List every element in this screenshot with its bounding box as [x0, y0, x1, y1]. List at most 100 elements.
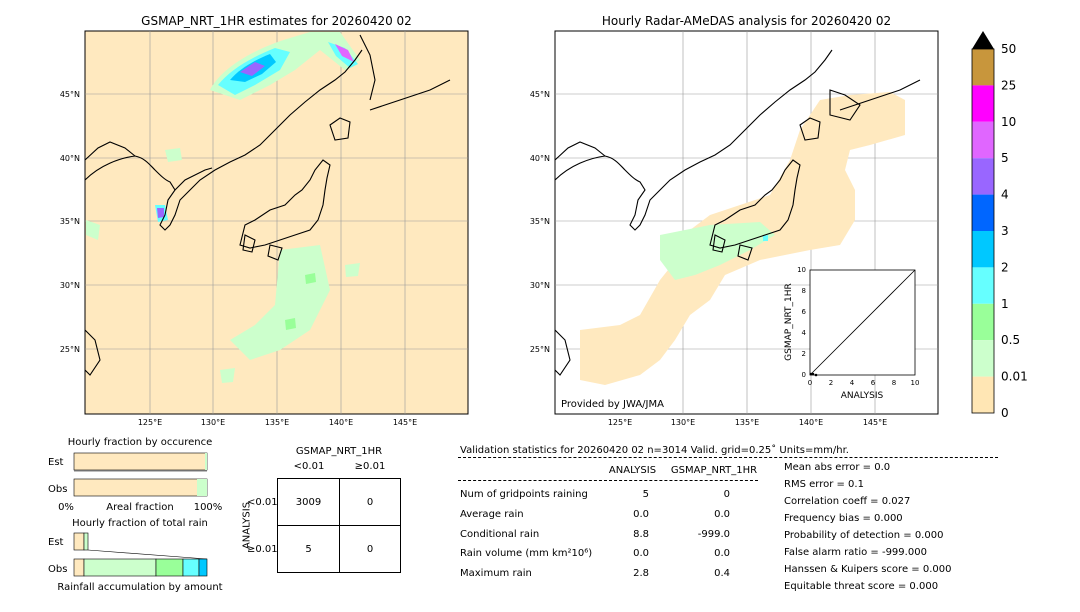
- stat-label: Conditional rain: [460, 529, 540, 540]
- obs-label: Obs: [48, 484, 67, 495]
- obs-label: Obs: [48, 564, 67, 575]
- left-lat-label-45: 45°N: [60, 90, 80, 99]
- colorbar-segment: [972, 49, 994, 86]
- left-lon-label-145: 145°E: [393, 418, 417, 427]
- contingency-cell: 0: [366, 497, 374, 508]
- score-line: Probability of detection = 0.000: [784, 530, 944, 541]
- left-lon-label-125: 125°E: [138, 418, 162, 427]
- inset-ytick: 6: [802, 308, 807, 316]
- est-total-bar: [73, 532, 85, 551]
- left-map-axis-labels: 45°N 40°N 35°N 30°N 25°N 125°E 130°E 135…: [60, 90, 417, 427]
- inset-xtick: 6: [871, 379, 876, 387]
- inset-ytick: 10: [797, 266, 806, 274]
- inset-diagonal: [809, 269, 916, 376]
- colorbar-segment: [972, 267, 994, 304]
- left-map: 45°N 40°N 35°N 30°N 25°N 125°E 130°E 135…: [60, 30, 469, 427]
- stat-analysis: 8.8: [633, 529, 649, 540]
- right-lat-label-25: 25°N: [530, 345, 550, 354]
- inset-ytick: 2: [802, 350, 806, 358]
- colorbar-label: 5: [1001, 151, 1009, 165]
- colorbar-label: 10: [1001, 115, 1016, 129]
- inset-ylabel: GSMAP_NRT_1HR: [784, 283, 794, 361]
- score-line: False alarm ratio = -999.000: [784, 547, 927, 558]
- left-lon-label-130: 130°E: [201, 418, 225, 427]
- right-map-title: Hourly Radar-AMeDAS analysis for 2026042…: [601, 14, 892, 28]
- stat-gsmap: 0: [723, 489, 730, 500]
- left-map-rain: [86, 32, 360, 383]
- score-line: Frequency bias = 0.000: [784, 513, 903, 524]
- stat-gsmap: 0.4: [714, 568, 730, 579]
- colorbar-label: 1: [1001, 297, 1009, 311]
- col-header-gsmap: GSMAP_NRT_1HR: [670, 465, 758, 476]
- stat-gsmap: 0.0: [714, 548, 730, 559]
- stat-analysis: 2.8: [633, 568, 649, 579]
- colorbar-segment: [972, 121, 994, 159]
- inset-ytick: 0: [802, 371, 806, 379]
- colorbar-segments: [972, 49, 994, 413]
- left-lat-label-40: 40°N: [60, 154, 80, 163]
- right-lon-label-140: 140°E: [799, 418, 823, 427]
- colorbar-label: 4: [1001, 188, 1009, 202]
- left-lon-label-135: 135°E: [265, 418, 289, 427]
- stat-label: Maximum rain: [460, 568, 532, 579]
- right-lon-label-125: 125°E: [608, 418, 632, 427]
- inset-point: [811, 372, 815, 376]
- est-label: Est: [48, 457, 64, 468]
- colorbar-label: 50: [1001, 42, 1016, 56]
- colorbar: 50 25 10 5 4 3 2 1 0.5 0.01 0: [971, 31, 1028, 420]
- stat-gsmap: 0.0: [714, 509, 730, 520]
- est-label: Est: [48, 537, 64, 548]
- axis-100-label: 100%: [194, 502, 223, 513]
- fraction-occurrence-title: Hourly fraction by occurence: [67, 437, 213, 448]
- score-line: RMS error = 0.1: [784, 479, 864, 490]
- inset-ytick: 4: [802, 329, 807, 337]
- validation-divider: [458, 457, 998, 458]
- inset-scatter: 0 2 4 6 8 10 0 2 4 6 8 10 ANALYSIS GSMAP…: [784, 266, 919, 401]
- contingency-row-label: ≥0.01: [247, 544, 278, 555]
- colorbar-labels: 50 25 10 5 4 3 2 1 0.5 0.01 0: [1001, 42, 1028, 420]
- colorbar-segment: [972, 158, 994, 195]
- left-lat-label-25: 25°N: [60, 345, 80, 354]
- colorbar-label: 0.5: [1001, 333, 1020, 347]
- contingency-header: GSMAP_NRT_1HR: [295, 446, 383, 457]
- fraction-total-title: Hourly fraction of total rain: [72, 518, 208, 529]
- fraction-total-chart: Est Obs Rainfall accumulation by amount: [48, 532, 223, 593]
- inset-ytick: 8: [802, 287, 806, 295]
- right-lat-label-45: 45°N: [530, 90, 550, 99]
- score-line: Mean abs error = 0.0: [784, 462, 891, 473]
- right-map-axis-labels: 45°N 40°N 35°N 30°N 25°N 125°E 130°E 135…: [530, 90, 887, 427]
- score-line: Hanssen & Kuipers score = 0.000: [784, 564, 952, 575]
- inset-xlabel: ANALYSIS: [841, 391, 884, 401]
- inset-point: [814, 373, 818, 377]
- obs-occurrence-rain-bar: [197, 479, 207, 496]
- score-line: Correlation coeff = 0.027: [784, 496, 911, 507]
- colorbar-segment: [972, 194, 994, 231]
- left-map-title: GSMAP_NRT_1HR estimates for 20260420 02: [141, 14, 412, 28]
- colorbar-label: 3: [1001, 224, 1009, 238]
- validation-header: Validation statistics for 20260420 02 n=…: [460, 445, 849, 456]
- inset-xtick: 8: [892, 379, 896, 387]
- colorbar-segment: [972, 231, 994, 268]
- contingency-cell: 3009: [295, 497, 322, 508]
- obs-occurrence-bar: [73, 478, 208, 497]
- contingency-grid: 3009 0 5 0: [277, 478, 401, 573]
- left-lon-label-140: 140°E: [329, 418, 353, 427]
- contingency-cell: 0: [366, 544, 374, 555]
- left-lat-label-30: 30°N: [60, 281, 80, 290]
- left-lat-label-35: 35°N: [60, 217, 80, 226]
- right-map-coastlines: [554, 49, 921, 376]
- fraction-occurrence-chart: Est Obs 0% Areal fraction 100%: [48, 452, 223, 513]
- inset-xtick: 2: [829, 379, 833, 387]
- right-map-rain-spot: [763, 235, 768, 241]
- stat-analysis: 5: [642, 489, 649, 500]
- right-map-credit: Provided by JWA/JMA: [561, 399, 664, 410]
- colorbar-segment: [972, 85, 994, 122]
- right-map: 45°N 40°N 35°N 30°N 25°N 125°E 130°E 135…: [530, 30, 939, 427]
- left-map-background: [84, 30, 469, 415]
- inset-point: [809, 372, 813, 376]
- contingency-col-label: ≥0.01: [354, 461, 386, 472]
- stat-gsmap: -999.0: [697, 529, 730, 540]
- stat-analysis: 0.0: [633, 548, 649, 559]
- inset-xtick: 0: [808, 379, 812, 387]
- colorbar-label: 0.01: [1001, 370, 1028, 384]
